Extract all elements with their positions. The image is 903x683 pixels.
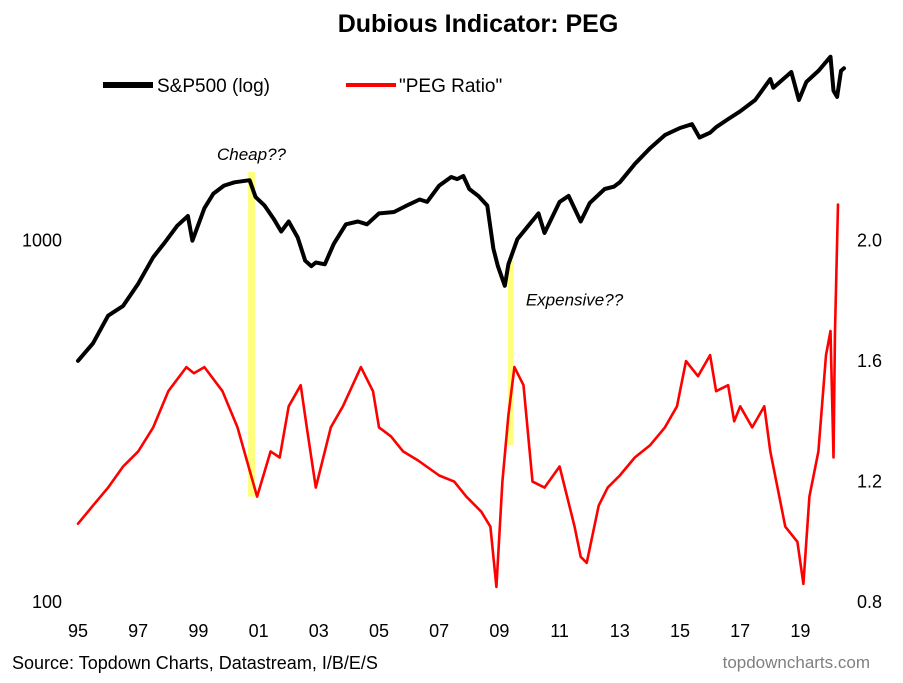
series-lines xyxy=(76,54,846,589)
highlight-band-1 xyxy=(248,171,255,497)
legend-label-peg: "PEG Ratio" xyxy=(399,76,502,97)
highlight-bands xyxy=(248,171,514,497)
legend: S&P500 (log) "PEG Ratio" xyxy=(103,76,502,97)
x-tick-label: 11 xyxy=(550,621,569,641)
right-axis: 0.8 1.2 1.6 2.0 xyxy=(857,231,882,612)
right-tick-label: 1.2 xyxy=(857,472,882,492)
x-tick-label: 99 xyxy=(188,621,208,641)
brand-watermark: topdowncharts.com xyxy=(723,653,870,672)
series-line-peg-ratio xyxy=(76,203,840,589)
series-line-sp500 xyxy=(76,54,846,363)
right-tick-label: 0.8 xyxy=(857,592,882,612)
left-axis: 100 1000 xyxy=(22,231,62,612)
legend-label-sp500: S&P500 (log) xyxy=(157,76,270,97)
highlight-band-2 xyxy=(507,260,514,446)
annotations: Cheap?? Expensive?? xyxy=(217,145,624,310)
x-tick-label: 07 xyxy=(429,621,449,641)
x-tick-label: 19 xyxy=(790,621,810,641)
x-axis: 95 97 99 01 03 05 07 09 11 13 15 17 19 xyxy=(68,621,810,641)
x-tick-label: 09 xyxy=(489,621,509,641)
annotation-1: Cheap?? xyxy=(217,145,287,164)
x-tick-label: 97 xyxy=(128,621,148,641)
annotation-2: Expensive?? xyxy=(526,291,624,310)
x-tick-label: 13 xyxy=(610,621,630,641)
x-tick-label: 03 xyxy=(309,621,329,641)
right-tick-label: 2.0 xyxy=(857,231,882,251)
chart-title: Dubious Indicator: PEG xyxy=(338,10,619,38)
x-tick-label: 05 xyxy=(369,621,389,641)
x-tick-label: 95 xyxy=(68,621,88,641)
right-tick-label: 1.6 xyxy=(857,351,882,371)
left-tick-label: 1000 xyxy=(22,231,62,251)
source-note: Source: Topdown Charts, Datastream, I/B/… xyxy=(12,653,378,673)
x-tick-label: 15 xyxy=(670,621,690,641)
left-tick-label: 100 xyxy=(32,592,62,612)
x-tick-label: 17 xyxy=(730,621,750,641)
x-tick-label: 01 xyxy=(249,621,269,641)
